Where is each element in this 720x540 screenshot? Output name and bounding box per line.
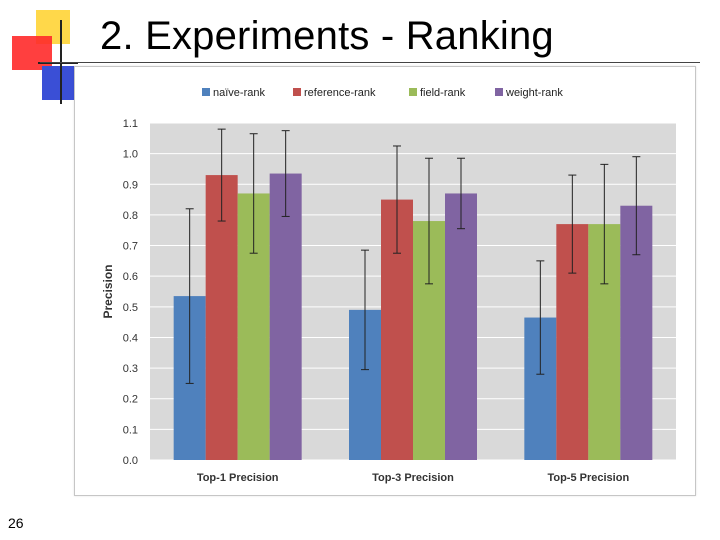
bar (445, 193, 477, 461)
legend-label: reference-rank (304, 87, 376, 99)
x-category-label: Top-3 Precision (372, 472, 454, 484)
x-category-label: Top-5 Precision (547, 472, 629, 484)
slide-title: 2. Experiments - Ranking (100, 14, 554, 58)
deco-blue-square (42, 66, 76, 100)
y-tick-label: 1.0 (123, 149, 138, 161)
bar (205, 175, 238, 460)
y-tick-label: 0.6 (123, 271, 138, 283)
chart-container: 0.0 0.1 0.2 0.3 0.4 0.5 0.6 0.7 0.8 0.9 1.0 1.1 Prec… (74, 66, 696, 496)
y-tick-label: 0.7 (123, 241, 138, 253)
y-tick-label: 0.8 (123, 210, 138, 222)
page-number: 26 (8, 515, 24, 531)
bar (269, 173, 302, 461)
legend-swatch (495, 88, 503, 96)
y-axis-label: Precision (101, 264, 115, 318)
deco-red-square (12, 36, 52, 70)
title-underline (40, 62, 700, 63)
y-tick-label: 0.1 (123, 424, 138, 436)
y-tick-label: 1.1 (123, 118, 138, 130)
y-tick-label: 0.2 (123, 394, 138, 406)
legend-label: weight-rank (505, 87, 563, 99)
y-tick-label: 0.9 (123, 179, 138, 191)
deco-horizontal-line (38, 62, 78, 64)
legend-label: naïve-rank (213, 87, 265, 99)
legend-swatch (409, 88, 417, 96)
y-tick-label: 0.3 (123, 363, 138, 375)
y-tick-label: 0.0 (123, 455, 138, 467)
x-category-label: Top-1 Precision (197, 472, 279, 484)
y-tick-label: 0.4 (123, 332, 138, 344)
legend-label: field-rank (420, 87, 466, 99)
precision-bar-chart: 0.0 0.1 0.2 0.3 0.4 0.5 0.6 0.7 0.8 0.9 1.0 1.1 Prec… (101, 87, 676, 484)
y-tick-label: 0.5 (123, 302, 138, 314)
legend-swatch (202, 88, 210, 96)
legend-swatch (293, 88, 301, 96)
